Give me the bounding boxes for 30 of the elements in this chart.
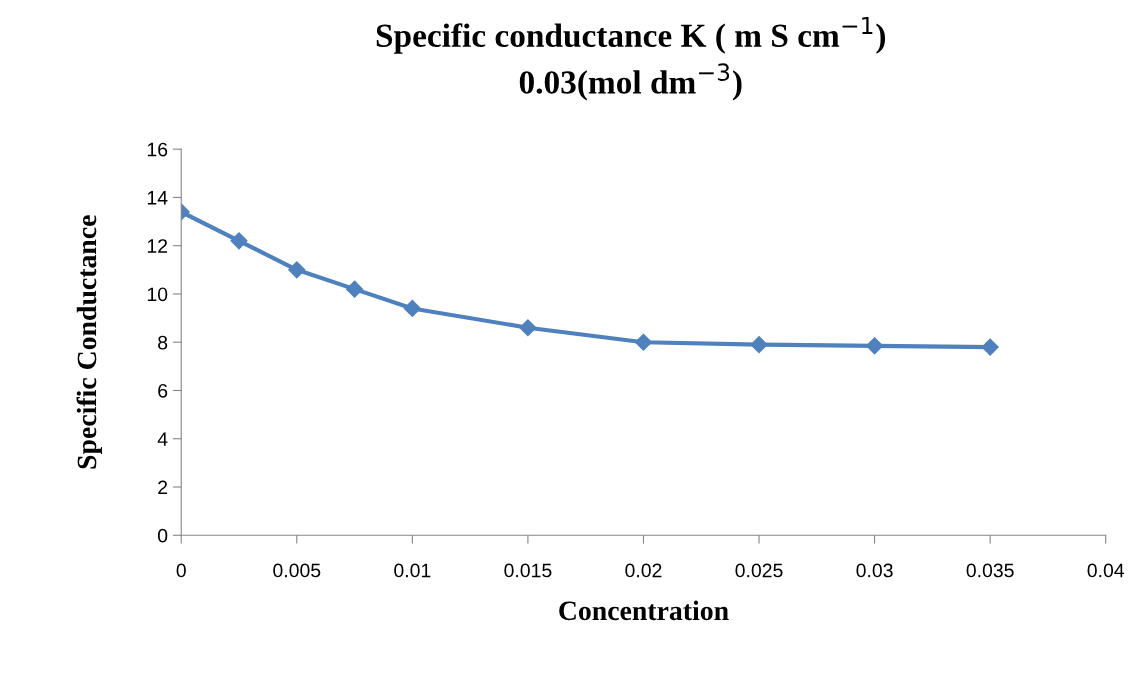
point bbox=[634, 333, 653, 351]
x-tick-label: 0.025 bbox=[735, 563, 783, 578]
point bbox=[288, 261, 306, 279]
y-tick-label: 6 bbox=[158, 383, 168, 398]
point bbox=[750, 336, 768, 354]
x-tick-label: 0.015 bbox=[504, 563, 552, 578]
x-tick-label: 0.02 bbox=[625, 563, 662, 578]
x-tick-label: 0.04 bbox=[1087, 563, 1125, 578]
point bbox=[981, 338, 999, 356]
point bbox=[230, 232, 248, 250]
x-tick-label: 0.005 bbox=[273, 563, 321, 578]
y-tick-label: 4 bbox=[157, 432, 168, 446]
point bbox=[866, 337, 884, 355]
y-tick-label: 8 bbox=[158, 335, 168, 350]
x-tick-label: 0.03 bbox=[856, 563, 893, 578]
point bbox=[403, 299, 421, 317]
point bbox=[519, 319, 537, 337]
point bbox=[346, 280, 364, 298]
y-tick-label: 10 bbox=[147, 287, 168, 302]
y-tick-label: 2 bbox=[158, 480, 168, 495]
y-tick-label: 0 bbox=[157, 528, 168, 543]
x-tick-label: 0 bbox=[176, 563, 186, 578]
chart-title: Specific conductance K ( m S cm$^{−1}$) 0.03(mol dm$^{−3}$) bbox=[376, 16, 886, 101]
y-tick-label: 12 bbox=[147, 239, 168, 253]
y-axis-title: Specific Conductance bbox=[76, 215, 102, 469]
x-tick-label: 0.01 bbox=[394, 563, 431, 578]
x-tick-label: 0.035 bbox=[966, 563, 1014, 578]
y-tick-label: 16 bbox=[147, 142, 168, 157]
y-tick-label: 14 bbox=[147, 191, 168, 205]
x-axis-title: Concentration bbox=[559, 600, 729, 621]
